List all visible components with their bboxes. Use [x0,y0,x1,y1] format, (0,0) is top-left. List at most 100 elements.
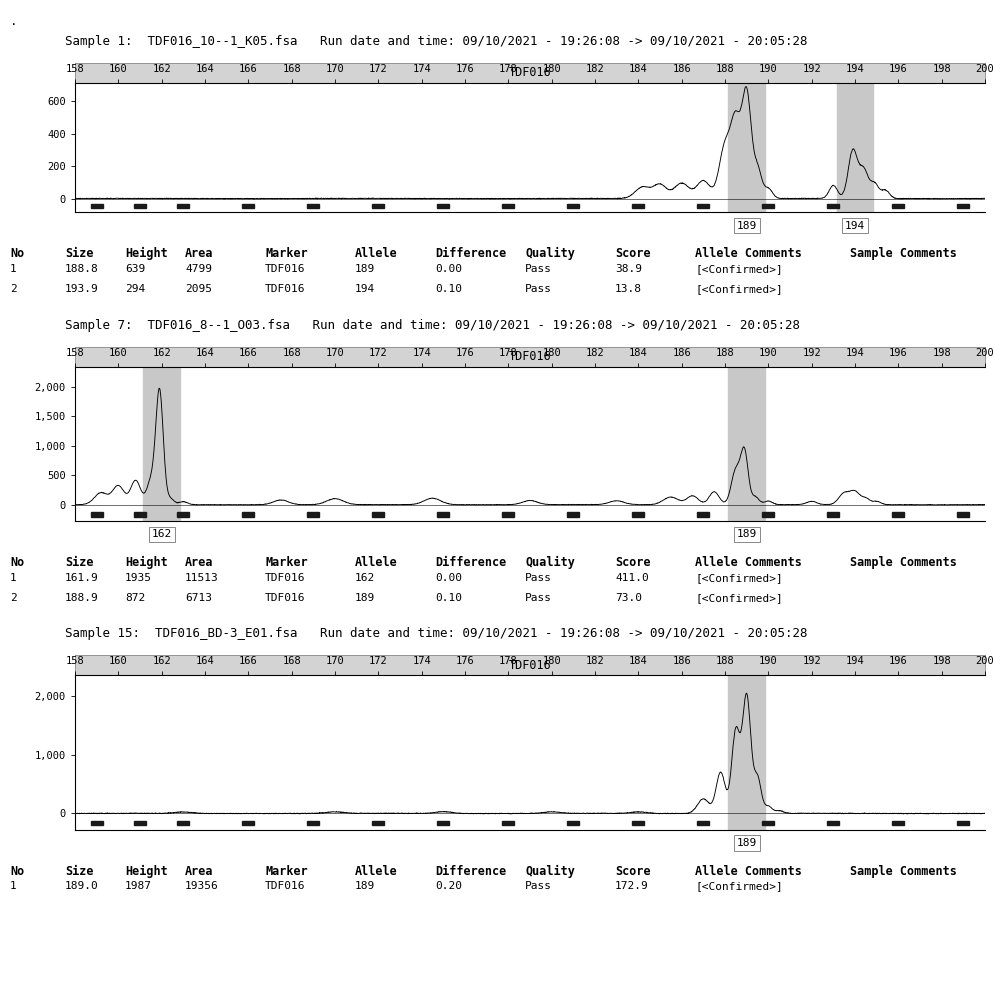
Text: Allele Comments: Allele Comments [695,247,802,260]
Bar [697,512,709,517]
Text: Score: Score [615,865,651,877]
Bar [242,512,254,517]
Text: 188.9: 188.9 [65,593,99,603]
Text: Marker: Marker [265,247,308,260]
Text: Allele Comments: Allele Comments [695,865,802,877]
Text: 172.9: 172.9 [615,881,649,891]
Text: TDF016: TDF016 [265,881,306,891]
Text: 2: 2 [10,284,17,294]
Text: 189.0: 189.0 [65,881,99,891]
Bar [91,821,103,826]
Text: 0.20: 0.20 [435,881,462,891]
Bar [242,821,254,826]
Text: Quality: Quality [525,865,575,877]
Text: TDF016: TDF016 [265,284,306,294]
Text: .: . [10,15,18,28]
Bar [177,512,189,517]
Bar [827,512,839,517]
Text: 189: 189 [737,220,757,231]
Bar [372,204,384,208]
Bar [827,821,839,826]
Text: Size: Size [65,865,94,877]
Text: No: No [10,247,24,260]
Text: 194: 194 [355,284,375,294]
Text: Difference: Difference [435,556,506,569]
Bar [827,204,839,208]
Text: 1: 1 [10,881,17,891]
Text: 294: 294 [125,284,145,294]
Text: 1987: 1987 [125,881,152,891]
Text: Quality: Quality [525,556,575,569]
Text: 162: 162 [355,573,375,583]
Text: Area: Area [185,865,214,877]
Text: [<Confirmed>]: [<Confirmed>] [695,284,783,294]
Bar [307,204,319,208]
Text: 1: 1 [10,573,17,583]
Bar [502,512,514,517]
Bar [307,512,319,517]
Bar [567,821,579,826]
Text: TDF016: TDF016 [509,658,551,672]
Text: TDF016: TDF016 [265,593,306,603]
Text: Sample 7:  TDF016_8--1_O03.fsa   Run date and time: 09/10/2021 - 19:26:08 -> 09/: Sample 7: TDF016_8--1_O03.fsa Run date a… [65,319,800,332]
Text: Sample Comments: Sample Comments [850,247,957,260]
Text: Size: Size [65,247,94,260]
Bar [91,204,103,208]
Text: 189: 189 [355,593,375,603]
Text: 411.0: 411.0 [615,573,649,583]
Text: Allele: Allele [355,865,398,877]
Text: 19356: 19356 [185,881,219,891]
Bar [567,512,579,517]
Text: Allele: Allele [355,556,398,569]
Text: 189: 189 [355,881,375,891]
Bar [957,512,969,517]
Text: Size: Size [65,556,94,569]
Bar [437,512,449,517]
Text: Pass: Pass [525,573,552,583]
Bar [567,204,579,208]
Text: 13.8: 13.8 [615,284,642,294]
Bar [134,204,146,208]
Text: Pass: Pass [525,881,552,891]
Text: No: No [10,556,24,569]
Text: 73.0: 73.0 [615,593,642,603]
Text: 0.10: 0.10 [435,593,462,603]
Text: TDF016: TDF016 [509,66,551,80]
Text: Score: Score [615,247,651,260]
Bar [892,821,904,826]
Bar [957,821,969,826]
Bar [697,821,709,826]
Text: Allele Comments: Allele Comments [695,556,802,569]
Bar [134,512,146,517]
Bar [728,83,765,212]
Text: 0.00: 0.00 [435,264,462,274]
Bar [502,821,514,826]
Bar [632,821,644,826]
Text: Pass: Pass [525,284,552,294]
Text: 11513: 11513 [185,573,219,583]
Bar [307,821,319,826]
Text: Height: Height [125,865,168,877]
Bar [143,367,180,521]
Bar [762,821,774,826]
Text: Area: Area [185,247,214,260]
Text: Area: Area [185,556,214,569]
Text: 189: 189 [737,838,757,849]
Text: 0.00: 0.00 [435,573,462,583]
Bar [177,821,189,826]
Bar [957,204,969,208]
Text: TDF016: TDF016 [265,264,306,274]
Bar [242,204,254,208]
Text: 1935: 1935 [125,573,152,583]
Bar [892,204,904,208]
Text: Quality: Quality [525,247,575,260]
Bar [728,367,765,521]
Bar [91,512,103,517]
Text: [<Confirmed>]: [<Confirmed>] [695,573,783,583]
Text: [<Confirmed>]: [<Confirmed>] [695,593,783,603]
Bar [892,512,904,517]
Text: 4799: 4799 [185,264,212,274]
Bar [632,512,644,517]
Text: 188.8: 188.8 [65,264,99,274]
Bar [837,83,873,212]
